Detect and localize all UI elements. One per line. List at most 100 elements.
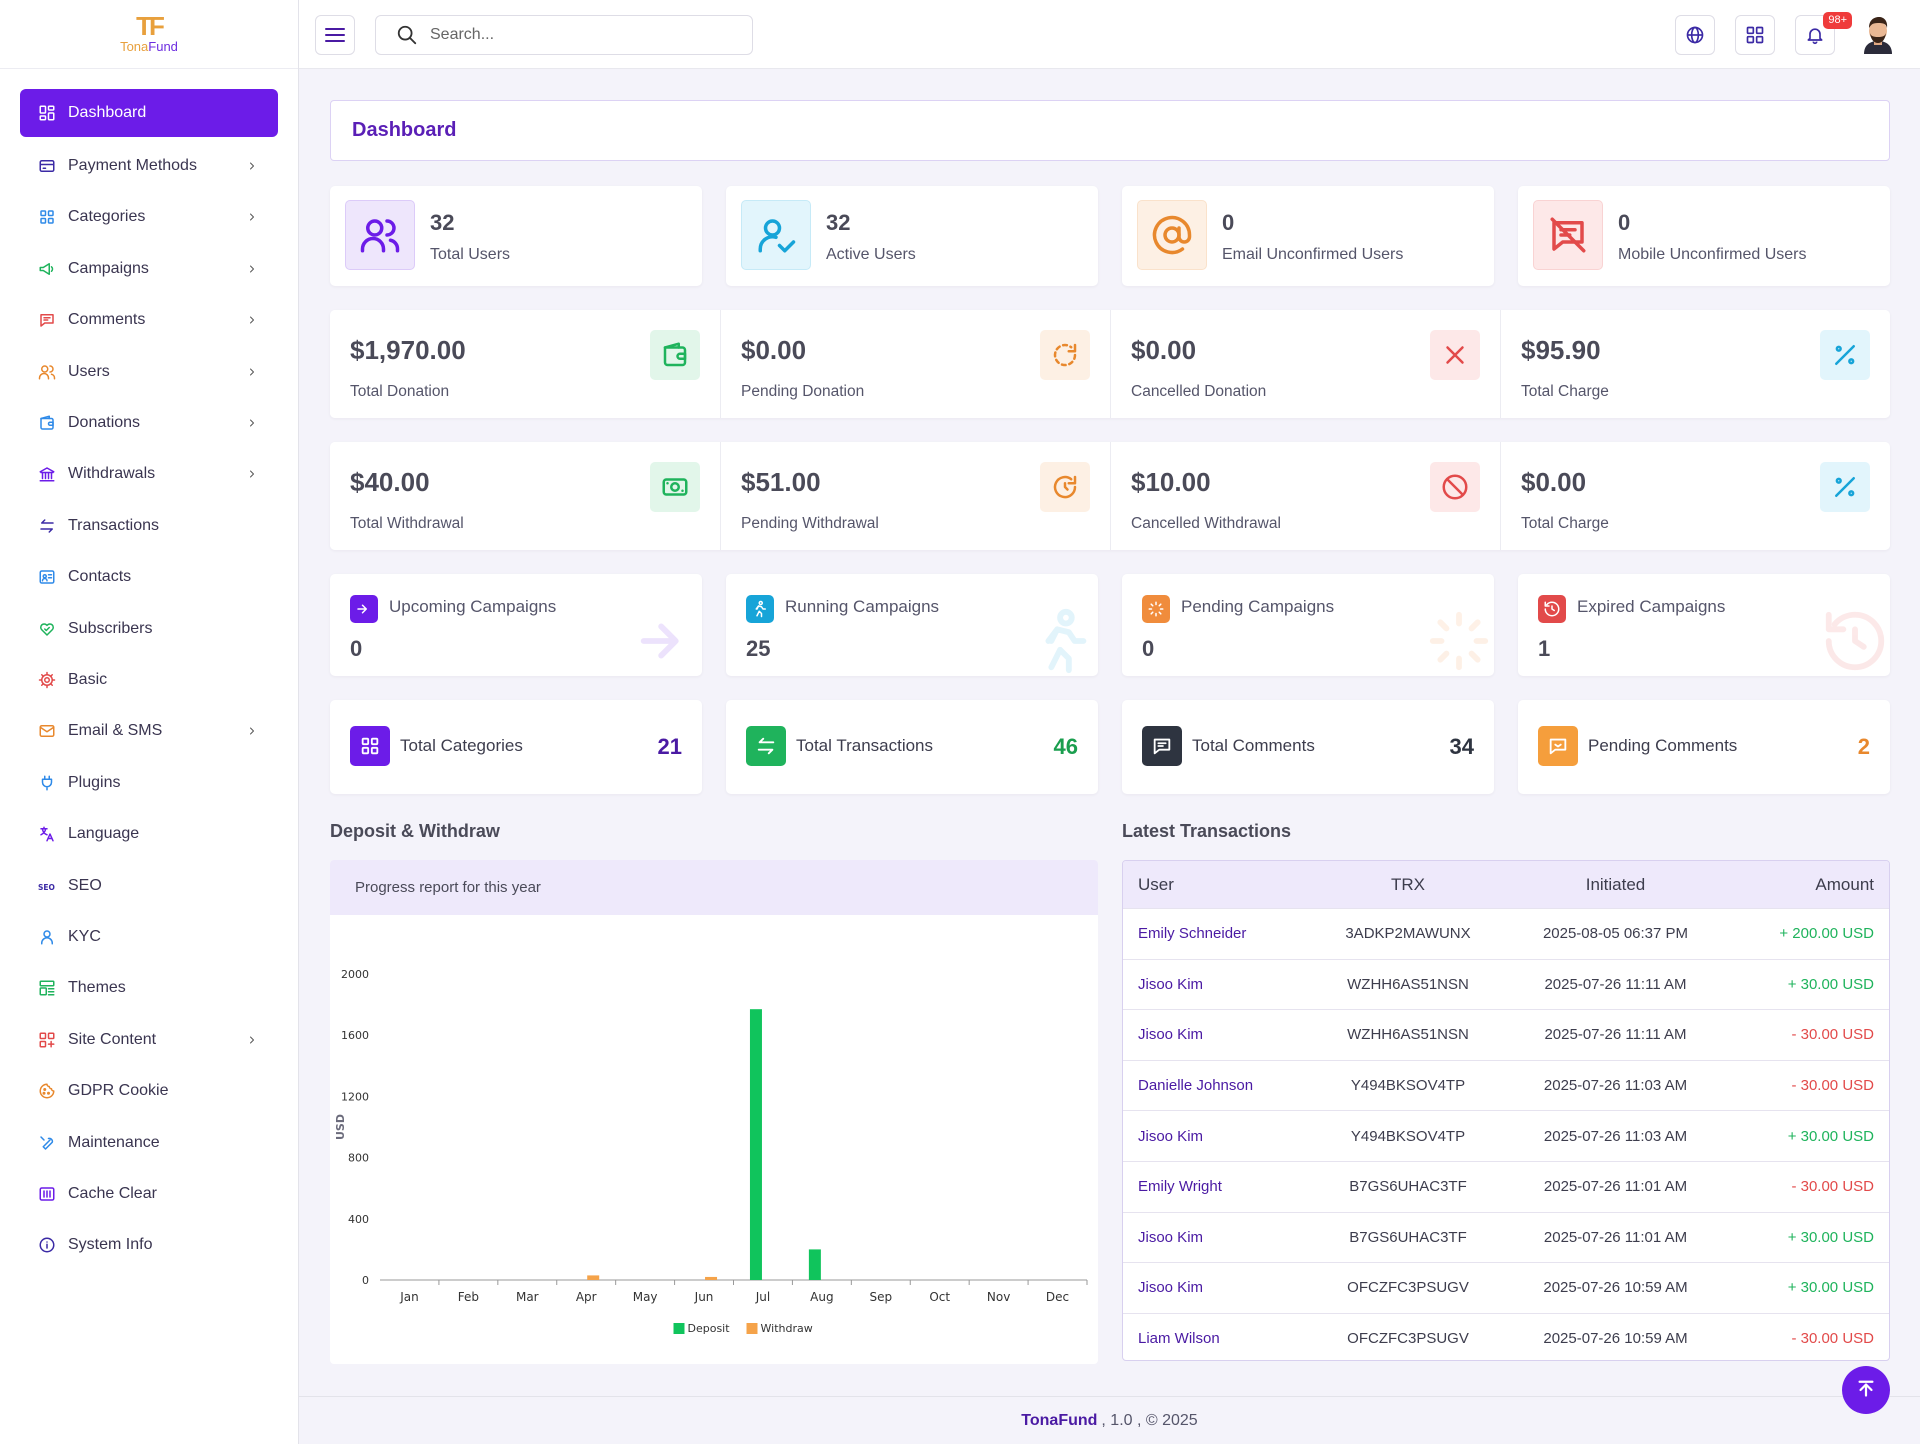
cell-user[interactable]: Jisoo Kim	[1138, 1026, 1204, 1044]
sidebar-item-language[interactable]: Language	[20, 808, 278, 859]
comment-icon	[40, 314, 54, 327]
arrow-up-icon	[1858, 1380, 1874, 1397]
sidebar-item-system-info[interactable]: System Info	[20, 1220, 278, 1271]
cell-user[interactable]: Jisoo Kim	[1138, 1279, 1204, 1297]
sidebar-item-label: System Info	[68, 1236, 153, 1254]
sidebar-item-gdpr-cookie[interactable]: GDPR Cookie	[20, 1065, 278, 1116]
table-row[interactable]: Jisoo Kim Y494BKSOV4TP 2025-07-26 11:03 AM…	[1123, 1110, 1889, 1161]
sidebar-item-comments[interactable]: Comments	[20, 295, 278, 346]
sidebar-item-contacts[interactable]: Contacts	[20, 552, 278, 603]
logo[interactable]: TF TonaFund	[0, 0, 298, 69]
amount-icon-box	[1820, 330, 1870, 380]
amount-stat-card[interactable]: $1,970.00 Total Donation	[330, 310, 720, 418]
cell-user[interactable]: Emily Schneider	[1138, 925, 1247, 943]
sidebar-item-seo[interactable]: SEO SEO	[20, 860, 278, 911]
user-stat-card[interactable]: 32 Total Users	[330, 186, 702, 286]
notifications-button[interactable]: 98+	[1795, 12, 1852, 55]
menu-toggle-button[interactable]	[315, 15, 355, 55]
cell-initiated: 2025-07-26 11:01 AM	[1543, 1228, 1688, 1246]
sidebar-item-plugins[interactable]: Plugins	[20, 757, 278, 808]
amount-stat-card[interactable]: $0.00 Pending Donation	[720, 310, 1110, 418]
svg-text:SEO: SEO	[38, 882, 55, 891]
summary-stat-card[interactable]: Total Categories 21	[330, 700, 702, 794]
summary-stat-card[interactable]: Pending Comments 2	[1518, 700, 1890, 794]
avatar-image	[1864, 17, 1892, 54]
amount-value: $10.00	[1131, 467, 1211, 497]
summary-value: 2	[1857, 734, 1870, 759]
sidebar-item-cache-clear[interactable]: Cache Clear	[20, 1168, 278, 1219]
chevron-right-icon	[250, 265, 254, 273]
avatar[interactable]	[1861, 14, 1895, 54]
sidebar-item-maintenance[interactable]: Maintenance	[20, 1117, 278, 1168]
sidebar-item-email-sms[interactable]: Email & SMS	[20, 706, 278, 757]
column-amount: Amount	[1815, 874, 1874, 894]
sidebar-item-users[interactable]: Users	[20, 346, 278, 397]
x-tick-label: Aug	[810, 1290, 833, 1304]
sidebar-item-donations[interactable]: Donations	[20, 397, 278, 448]
amount-stat-card[interactable]: $95.90 Total Charge	[1500, 310, 1890, 418]
footer: TonaFund , 1.0 , © 2025	[299, 1396, 1920, 1444]
cell-user[interactable]: Jisoo Kim	[1138, 975, 1204, 993]
user-stat-card[interactable]: 0 Mobile Unconfirmed Users	[1518, 186, 1890, 286]
sidebar-item-payment-methods[interactable]: Payment Methods	[20, 140, 278, 191]
summary-stat-card[interactable]: Total Transactions 46	[726, 700, 1098, 794]
sidebar-item-icon	[37, 1235, 57, 1255]
amount-stat-card[interactable]: $0.00 Total Charge	[1500, 442, 1890, 550]
table-row[interactable]: Liam Wilson OFCZFC3PSUGV 2025-07-26 10:59 …	[1123, 1312, 1889, 1360]
table-row[interactable]: Jisoo Kim OFCZFC3PSUGV 2025-07-26 10:59 AM…	[1123, 1262, 1889, 1313]
footer-brand[interactable]: TonaFund	[1021, 1411, 1098, 1429]
cookie-icon	[39, 1083, 55, 1099]
cell-user[interactable]: Jisoo Kim	[1138, 1228, 1204, 1246]
sidebar-item-icon	[37, 1184, 57, 1204]
cell-user[interactable]: Danielle Johnson	[1138, 1077, 1254, 1095]
y-tick-label: 2000	[341, 968, 369, 981]
cell-trx: Y494BKSOV4TP	[1350, 1127, 1466, 1145]
sidebar-item-basic[interactable]: Basic	[20, 654, 278, 705]
summary-stat-card[interactable]: Total Comments 34	[1122, 700, 1494, 794]
sidebar-item-withdrawals[interactable]: Withdrawals	[20, 449, 278, 500]
amount-stat-card[interactable]: $10.00 Cancelled Withdrawal	[1110, 442, 1500, 550]
sidebar-item-kyc[interactable]: KYC	[20, 911, 278, 962]
campaign-stat-card[interactable]: Upcoming Campaigns 0	[330, 574, 702, 676]
cell-user[interactable]: Jisoo Kim	[1138, 1127, 1204, 1145]
sidebar-item-transactions[interactable]: Transactions	[20, 500, 278, 551]
campaign-stat-card[interactable]: Running Campaigns 25	[726, 574, 1098, 676]
amount-stat-card[interactable]: $0.00 Cancelled Donation	[1110, 310, 1500, 418]
cell-user[interactable]: Liam Wilson	[1138, 1330, 1220, 1348]
table-row[interactable]: Jisoo Kim WZHH6AS51NSN 2025-07-26 11:11 AM…	[1123, 1009, 1889, 1060]
apps-button[interactable]	[1735, 15, 1775, 55]
table-row[interactable]: Jisoo Kim B7GS6UHAC3TF 2025-07-26 11:01 AM…	[1123, 1211, 1889, 1263]
sidebar-item-site-content[interactable]: Site Content	[20, 1014, 278, 1065]
sidebar-item-campaigns[interactable]: Campaigns	[20, 243, 278, 294]
search-box[interactable]	[375, 15, 753, 55]
table-row[interactable]: Emily Schneider 3ADKP2MAWUNX 2025-08-05 06…	[1123, 908, 1889, 959]
bar-deposit-jul	[749, 1009, 762, 1280]
plug-icon	[41, 775, 53, 791]
sidebar-item-themes[interactable]: Themes	[20, 963, 278, 1014]
search-input[interactable]	[430, 26, 730, 44]
user-stat-card[interactable]: 32 Active Users	[726, 186, 1098, 286]
campaign-stat-card[interactable]: Pending Campaigns 0	[1122, 574, 1494, 676]
campaign-stat-card[interactable]: Expired Campaigns 1	[1518, 574, 1890, 676]
table-row[interactable]: Jisoo Kim WZHH6AS51NSN 2025-07-26 11:11 AM…	[1123, 958, 1889, 1010]
amount-stat-card[interactable]: $40.00 Total Withdrawal	[330, 442, 720, 550]
sidebar-item-label: Transactions	[68, 516, 159, 534]
cell-trx: Y494BKSOV4TP	[1350, 1077, 1466, 1095]
sidebar-item-icon: SEO	[37, 876, 57, 896]
sidebar-item-dashboard[interactable]: Dashboard	[20, 89, 278, 137]
chevron-right-icon-wrap	[246, 725, 258, 737]
sidebar-item-label: Payment Methods	[68, 157, 197, 175]
chevron-right-icon-wrap	[246, 211, 258, 223]
table-row[interactable]: Danielle Johnson Y494BKSOV4TP 2025-07-26 1…	[1123, 1059, 1889, 1111]
table-row[interactable]: Emily Wright B7GS6UHAC3TF 2025-07-26 11:01…	[1123, 1160, 1889, 1212]
language-button[interactable]	[1675, 15, 1715, 55]
scroll-to-top-button[interactable]	[1842, 1366, 1890, 1414]
cell-amount: + 30.00 USD	[1787, 1279, 1874, 1297]
cell-trx: WZHH6AS51NSN	[1347, 975, 1469, 993]
sidebar-item-subscribers[interactable]: Subscribers	[20, 603, 278, 654]
summary-label: Total Transactions	[796, 736, 934, 755]
user-stat-card[interactable]: 0 Email Unconfirmed Users	[1122, 186, 1494, 286]
cell-user[interactable]: Emily Wright	[1138, 1178, 1222, 1196]
sidebar-item-categories[interactable]: Categories	[20, 192, 278, 243]
amount-stat-card[interactable]: $51.00 Pending Withdrawal	[720, 442, 1110, 550]
